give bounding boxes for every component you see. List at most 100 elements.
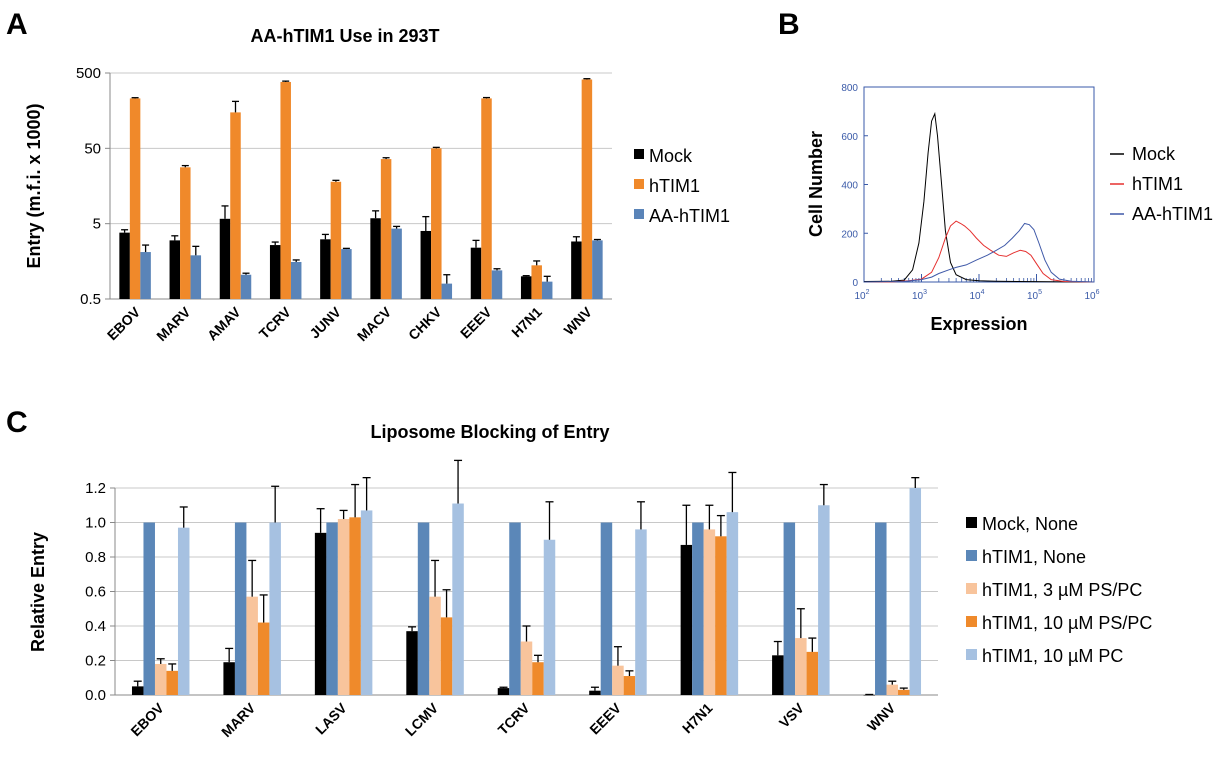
panel-a-category-labels: EBOV MARV AMAV TCRV JUNV MACV CHKV EEEV H7N1 WNV bbox=[104, 303, 596, 344]
panel-a-bars bbox=[119, 78, 603, 300]
bar-htim1-h7n1 bbox=[531, 265, 542, 299]
legend-swatch bbox=[966, 649, 977, 660]
bar-mock-h7n1 bbox=[520, 276, 532, 299]
bar-aa-htim1-tcrv bbox=[290, 261, 302, 299]
bar-series-0-lcmv bbox=[406, 631, 418, 695]
legend-label: hTIM1 bbox=[649, 176, 700, 196]
bar-mock-tcrv bbox=[269, 245, 281, 299]
x-tick-exponent: 3 bbox=[923, 289, 927, 296]
bar-series-0-vsv bbox=[772, 655, 784, 695]
bar-htim1-ebov bbox=[129, 98, 141, 299]
bar-series-3-wnv bbox=[898, 689, 910, 695]
legend-label: hTIM1 bbox=[1132, 174, 1183, 194]
legend-swatch bbox=[966, 616, 977, 627]
x-tick-exponent: 5 bbox=[1038, 289, 1042, 296]
bar-mock-ebov bbox=[119, 232, 130, 299]
bar-series-4-vsv bbox=[818, 505, 830, 695]
bar-series-2-marv bbox=[246, 596, 258, 695]
bar-series-2-tcrv bbox=[520, 641, 533, 695]
bar-series-0-ebov bbox=[131, 686, 144, 695]
bar-aa-htim1-marv bbox=[190, 255, 202, 299]
y-tick-label: 1.0 bbox=[85, 515, 106, 532]
category-label: JUNV bbox=[306, 303, 344, 341]
legend-label: hTIM1, 10 µM PC bbox=[982, 646, 1123, 666]
panel-c: C Liposome Blocking of Entry Relative En… bbox=[6, 406, 1152, 740]
bar-series-1-h7n1 bbox=[692, 522, 704, 695]
bar-series-3-marv bbox=[257, 622, 270, 695]
panel-a-title: AA-hTIM1 Use in 293T bbox=[250, 26, 439, 46]
bar-mock-eeev bbox=[470, 247, 482, 299]
bar-series-2-eeev bbox=[612, 665, 624, 695]
x-tick-label: 105 bbox=[1027, 289, 1042, 302]
bar-series-0-h7n1 bbox=[680, 544, 693, 695]
panel-letter-c: C bbox=[6, 406, 28, 439]
bar-series-4-lcmv bbox=[452, 503, 464, 695]
bar-series-2-ebov bbox=[154, 663, 167, 695]
panel-c-title: Liposome Blocking of Entry bbox=[370, 422, 609, 442]
bar-mock-wnv bbox=[571, 241, 582, 299]
y-tick-label: 400 bbox=[841, 181, 858, 192]
y-tick-label: 500 bbox=[76, 65, 101, 82]
legend-swatch bbox=[634, 149, 644, 159]
bar-series-4-lasv bbox=[360, 510, 373, 695]
legend-swatch bbox=[966, 550, 977, 561]
y-tick-label: 0.6 bbox=[85, 584, 106, 601]
bar-series-3-vsv bbox=[806, 651, 819, 695]
x-tick-exponent: 4 bbox=[981, 289, 985, 296]
bar-aa-htim1-wnv bbox=[592, 240, 603, 299]
bar-series-4-tcrv bbox=[543, 539, 556, 695]
bar-series-0-eeev bbox=[589, 690, 601, 695]
category-label: EEEV bbox=[457, 303, 495, 341]
category-label: TCRV bbox=[495, 699, 534, 738]
bar-series-0-tcrv bbox=[497, 688, 510, 695]
legend-label: Mock, None bbox=[982, 514, 1078, 534]
bar-mock-macv bbox=[370, 218, 381, 299]
x-tick-exponent: 2 bbox=[866, 289, 870, 296]
bar-htim1-macv bbox=[380, 159, 392, 299]
legend-label: hTIM1, None bbox=[982, 547, 1086, 567]
legend-swatch bbox=[966, 583, 977, 594]
bar-series-1-eeev bbox=[600, 522, 613, 695]
bar-series-4-ebov bbox=[177, 527, 190, 695]
bar-mock-amav bbox=[219, 218, 231, 299]
y-tick-label: 600 bbox=[841, 132, 858, 143]
category-label: H7N1 bbox=[679, 700, 716, 737]
y-tick-label: 200 bbox=[841, 229, 858, 240]
x-tick-label: 106 bbox=[1084, 289, 1099, 302]
category-label: MARV bbox=[218, 699, 259, 740]
legend-label: Mock bbox=[1132, 144, 1176, 164]
bar-series-0-marv bbox=[223, 662, 235, 695]
category-label: LCMV bbox=[402, 699, 442, 739]
legend-swatch bbox=[634, 179, 644, 189]
panel-b: B Cell Number Expression 0 200 400 600 800 10… bbox=[778, 8, 1213, 334]
panel-c-y-ticks: 0.0 0.2 0.4 0.6 0.8 1.0 1.2 bbox=[85, 480, 115, 704]
bar-series-3-h7n1 bbox=[715, 536, 727, 695]
category-label: MACV bbox=[354, 303, 395, 344]
category-label: MARV bbox=[153, 303, 194, 344]
bar-mock-junv bbox=[320, 239, 331, 299]
bar-series-1-lasv bbox=[326, 522, 338, 695]
bar-aa-htim1-junv bbox=[341, 249, 352, 299]
x-tick-label: 104 bbox=[969, 289, 984, 302]
category-label: EEEV bbox=[586, 699, 624, 737]
bar-aa-htim1-macv bbox=[391, 228, 402, 299]
y-tick-label: 0.5 bbox=[80, 291, 101, 308]
category-label: EBOV bbox=[127, 699, 167, 739]
bar-aa-htim1-ebov bbox=[140, 252, 151, 299]
y-tick-label: 800 bbox=[841, 83, 858, 94]
bar-series-2-wnv bbox=[886, 684, 899, 695]
legend-swatch bbox=[966, 517, 977, 528]
x-tick-base: 10 bbox=[912, 291, 924, 302]
bar-series-1-ebov bbox=[143, 522, 155, 695]
y-tick-label: 50 bbox=[84, 140, 101, 157]
bar-aa-htim1-h7n1 bbox=[541, 281, 553, 299]
bar-series-4-h7n1 bbox=[726, 512, 739, 695]
histogram-aa-htim1 bbox=[863, 222, 1095, 283]
category-label: WNV bbox=[561, 303, 596, 338]
category-label: WNV bbox=[864, 699, 899, 734]
legend-label: AA-hTIM1 bbox=[1132, 204, 1213, 224]
panel-b-legend: Mock hTIM1 AA-hTIM1 bbox=[1110, 144, 1213, 224]
category-label: EBOV bbox=[104, 303, 144, 343]
plot-frame bbox=[863, 86, 1095, 283]
